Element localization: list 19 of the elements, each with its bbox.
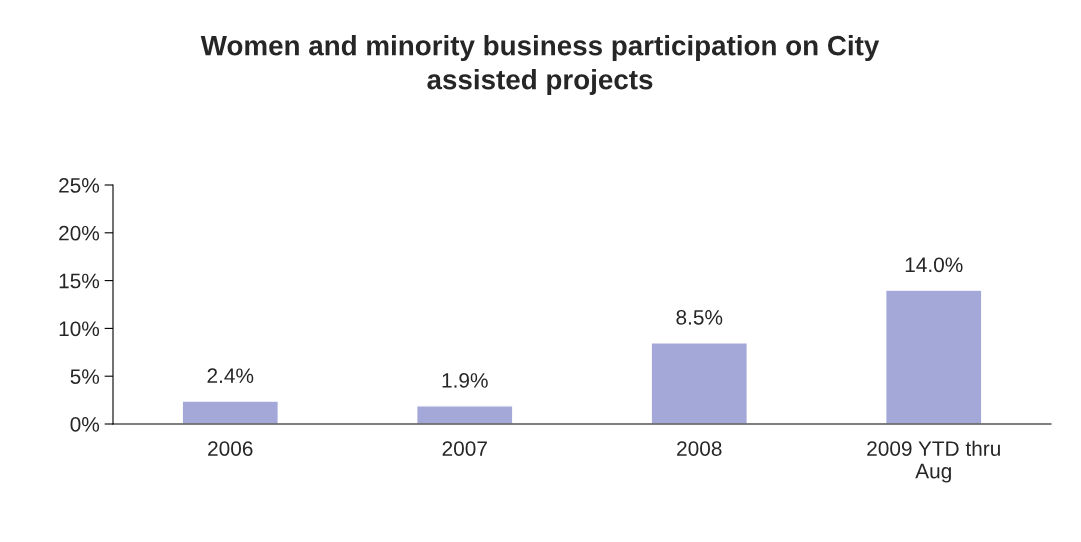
x-tick-label: 2006 <box>208 441 253 456</box>
y-tick-label: 20% <box>59 225 100 241</box>
y-tick-label: 0% <box>70 417 100 432</box>
bar <box>884 289 983 424</box>
x-tick-label: 2009 YTD thru Aug <box>867 440 1000 483</box>
y-tick-label: 25% <box>59 178 100 193</box>
y-tick-label: 15% <box>59 273 100 289</box>
bar <box>181 400 280 424</box>
chart-title: Women and minority business participation on City assisted projects <box>200 35 880 95</box>
x-tick-label: 2007 <box>442 441 487 456</box>
y-tick-label: 10% <box>59 321 100 337</box>
data-label: 1.9% <box>442 373 488 388</box>
x-tick-label: 2008 <box>677 441 722 456</box>
y-tick-label: 5% <box>70 369 100 384</box>
bar <box>650 342 749 424</box>
data-label: 14.0% <box>905 257 963 273</box>
bar <box>415 405 514 424</box>
data-label: 8.5% <box>676 309 723 325</box>
data-label: 2.4% <box>207 368 254 383</box>
